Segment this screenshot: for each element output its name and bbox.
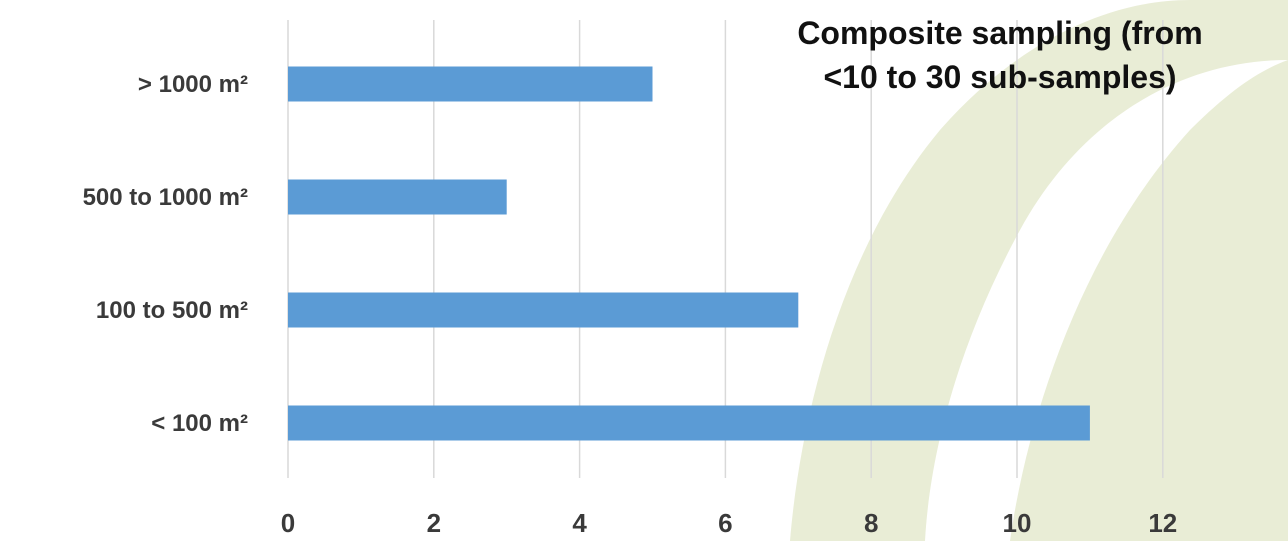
x-tick-label: 10 — [1003, 508, 1032, 538]
x-axis-tick-labels: 0 2 4 6 8 10 12 — [281, 508, 1177, 538]
category-label: 100 to 500 m² — [96, 297, 248, 324]
chart-title-line-1: Composite sampling (from — [797, 15, 1202, 51]
bar — [288, 66, 653, 102]
x-tick-label: 2 — [427, 508, 441, 538]
bar — [288, 405, 1090, 441]
x-tick-label: 0 — [281, 508, 295, 538]
category-label: < 100 m² — [151, 410, 248, 437]
x-tick-label: 12 — [1148, 508, 1177, 538]
chart-title-line-2: <10 to 30 sub-samples) — [823, 59, 1176, 95]
bar — [288, 292, 799, 328]
bar — [288, 179, 507, 215]
category-label: 500 to 1000 m² — [83, 184, 248, 211]
gridlines — [287, 20, 1164, 478]
x-tick-label: 4 — [572, 508, 587, 538]
x-tick-label: 8 — [864, 508, 878, 538]
category-labels: < 100 m² 100 to 500 m² 500 to 1000 m² > 100… — [83, 71, 248, 437]
category-label: > 1000 m² — [138, 71, 248, 98]
bars — [288, 66, 1090, 441]
x-tick-label: 6 — [718, 508, 732, 538]
